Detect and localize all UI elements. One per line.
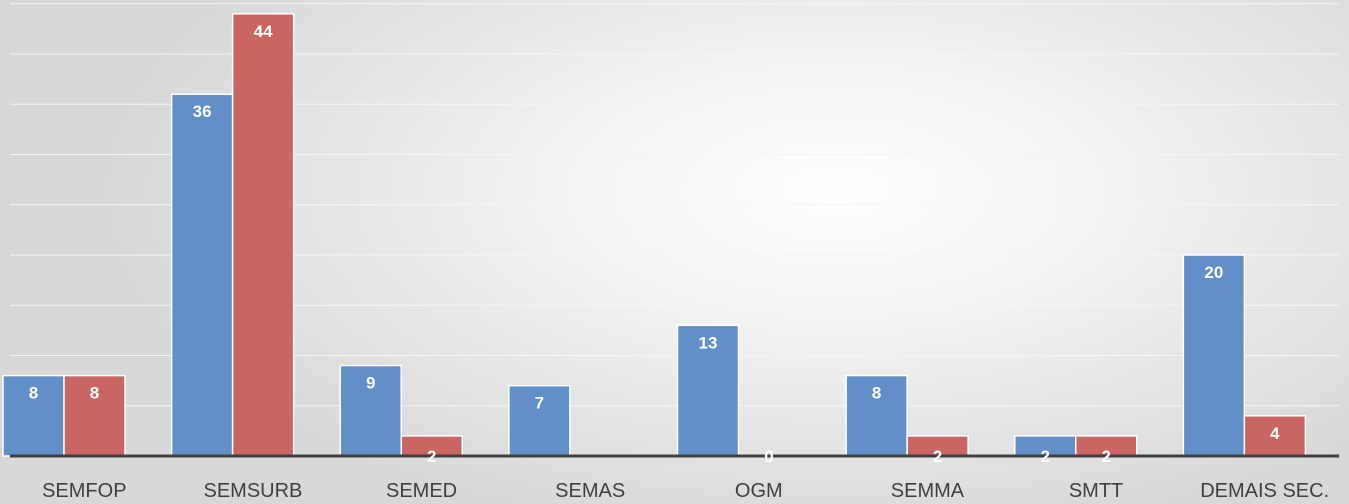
data-label: 9: [366, 374, 375, 393]
x-tick-label: OGM: [735, 480, 783, 502]
data-label: 44: [254, 22, 273, 41]
bar-series-2-demais-sec: [1243, 415, 1307, 457]
data-label: 8: [872, 384, 881, 403]
x-tick-label: SEMMA: [891, 480, 965, 502]
bars: [2, 13, 1307, 457]
x-tick-label: SEMAS: [555, 480, 625, 502]
data-label: 2: [1102, 447, 1111, 466]
data-label: 4: [1270, 424, 1280, 443]
bar-series-1-semas: [508, 384, 571, 457]
data-label: 2: [427, 447, 436, 466]
data-label: 13: [699, 333, 718, 352]
x-tick-label: SEMFOP: [42, 480, 126, 502]
data-label: 0: [764, 447, 773, 466]
data-label: 2: [1041, 447, 1050, 466]
data-labels: 8 8 36 44 9 2 7 13 0 8 2 2 2 20 4: [29, 22, 1280, 466]
data-label: 8: [29, 384, 38, 403]
x-tick-label: DEMAIS SEC.: [1200, 480, 1329, 502]
x-tick-label: SEMED: [386, 480, 457, 502]
data-label: 20: [1204, 263, 1223, 282]
bar-series-2-semsurb: [231, 13, 295, 457]
x-tick-labels: SEMFOP SEMSURB SEMED SEMAS OGM SEMMA SMTT DEMAI…: [42, 480, 1329, 502]
x-tick-label: SMTT: [1069, 480, 1123, 502]
x-tick-label: SEMSURB: [203, 480, 302, 502]
data-label: 7: [535, 394, 544, 413]
data-label: 36: [193, 102, 212, 121]
data-label: 8: [90, 384, 99, 403]
bar-series-1-demais-sec: [1182, 254, 1246, 457]
data-label: 2: [933, 447, 942, 466]
bar-series-1-semsurb: [170, 93, 234, 457]
